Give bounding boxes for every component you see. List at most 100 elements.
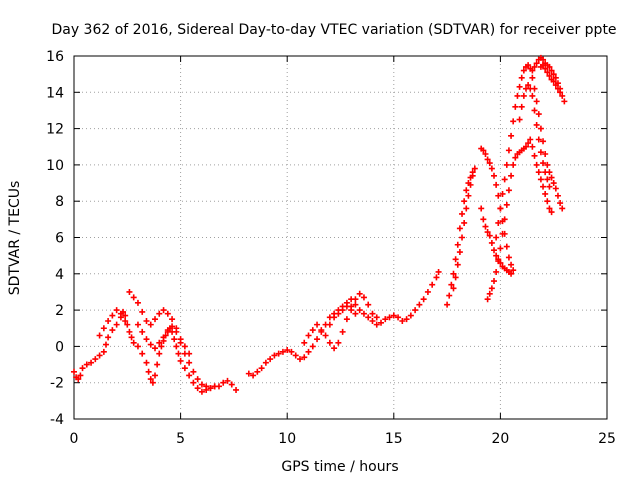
data-point [164, 310, 171, 317]
data-point [508, 132, 515, 139]
data-point [288, 348, 295, 355]
data-point [554, 192, 561, 199]
data-point [508, 270, 515, 277]
data-point [467, 181, 474, 188]
data-point [356, 307, 363, 314]
x-tick-label: 5 [176, 431, 185, 447]
data-point [360, 294, 367, 301]
data-point [546, 63, 553, 70]
data-point [314, 321, 321, 328]
data-point [224, 377, 231, 384]
data-point [301, 339, 308, 346]
data-point [348, 307, 355, 314]
data-point [548, 67, 555, 74]
data-point [525, 82, 532, 89]
data-point [493, 268, 500, 275]
data-point [557, 200, 564, 207]
data-point [228, 381, 235, 388]
data-point [386, 314, 393, 321]
data-point [540, 138, 547, 145]
data-point [508, 172, 515, 179]
data-point [207, 385, 214, 392]
data-point [533, 121, 540, 128]
data-point [309, 343, 316, 350]
data-point [390, 312, 397, 319]
data-point [177, 336, 184, 343]
y-tick-label: 14 [46, 85, 64, 101]
data-point [369, 310, 376, 317]
data-point [128, 334, 135, 341]
data-point [501, 176, 508, 183]
data-point [488, 285, 495, 292]
data-point [254, 368, 261, 375]
y-tick-label: 16 [46, 49, 64, 65]
data-point [495, 192, 502, 199]
data-point [471, 165, 478, 172]
data-point [305, 348, 312, 355]
data-point [535, 111, 542, 118]
data-point [482, 151, 489, 158]
x-tick-label: 25 [598, 431, 616, 447]
data-point [512, 103, 519, 110]
data-point [130, 339, 137, 346]
data-point [424, 288, 431, 295]
data-point [456, 225, 463, 232]
data-point [463, 187, 470, 194]
axis-ticks [73, 55, 608, 420]
data-point [220, 379, 227, 386]
data-point [154, 361, 161, 368]
data-point [194, 376, 201, 383]
data-point [527, 85, 534, 92]
data-point [343, 316, 350, 323]
data-point [96, 352, 103, 359]
data-point [544, 69, 551, 76]
data-point [480, 216, 487, 223]
data-point [554, 85, 561, 92]
data-point [550, 180, 557, 187]
data-point [109, 312, 116, 319]
data-point [171, 336, 178, 343]
data-point [331, 345, 338, 352]
data-point [542, 169, 549, 176]
data-point [552, 82, 559, 89]
data-point [190, 379, 197, 386]
data-point [203, 383, 210, 390]
data-point [378, 319, 385, 326]
data-point [147, 376, 154, 383]
data-point [520, 67, 527, 74]
data-point [250, 372, 257, 379]
data-point [525, 62, 532, 69]
data-point [164, 327, 171, 334]
data-point [134, 343, 141, 350]
data-point [143, 336, 150, 343]
data-point [198, 388, 205, 395]
data-point [525, 140, 532, 147]
data-point [75, 376, 82, 383]
data-point [71, 368, 77, 375]
data-point [156, 310, 163, 317]
data-point [190, 368, 197, 375]
data-point [309, 327, 316, 334]
data-point [143, 317, 150, 324]
data-point [480, 147, 487, 154]
data-point [508, 261, 515, 268]
data-point [535, 136, 542, 143]
data-point [169, 323, 176, 330]
data-point [198, 381, 205, 388]
data-point [124, 321, 131, 328]
y-tick-label: 10 [46, 158, 64, 174]
y-tick-label: 12 [46, 122, 64, 138]
data-point [173, 343, 180, 350]
data-point [461, 198, 468, 205]
y-axis-title: SDTVAR / TECUs [7, 181, 23, 296]
data-point [147, 321, 154, 328]
data-point [416, 301, 423, 308]
data-point [529, 92, 536, 99]
data-point [122, 312, 129, 319]
data-point [501, 216, 508, 223]
data-point [486, 160, 493, 167]
data-point [373, 314, 380, 321]
data-point [456, 249, 463, 256]
data-point [173, 328, 180, 335]
